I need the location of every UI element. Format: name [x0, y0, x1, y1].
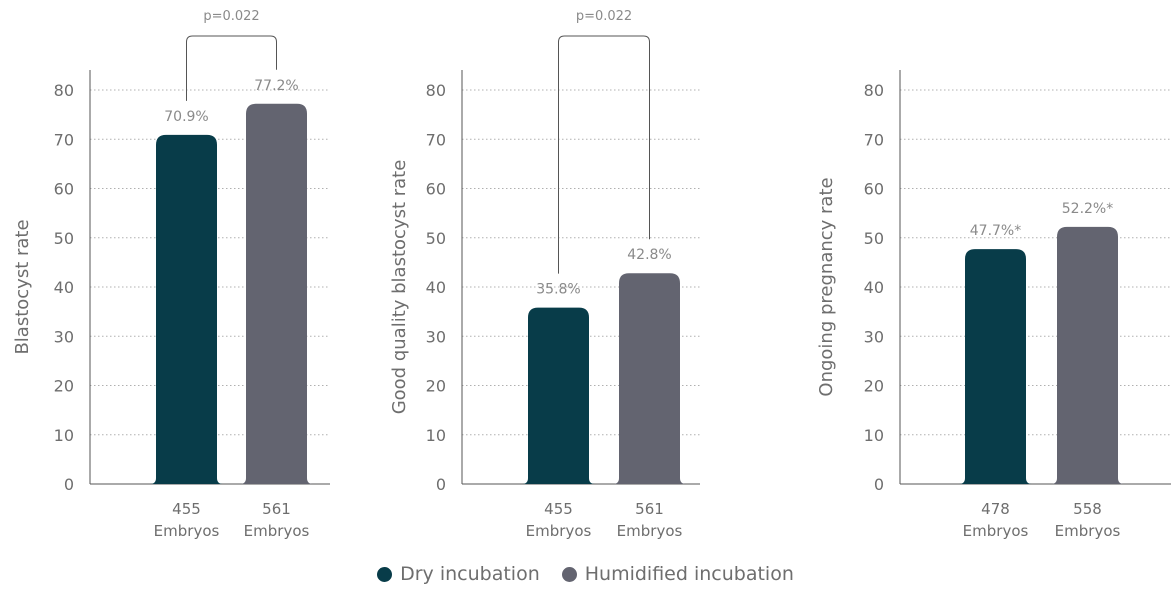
y-axis-label: Good quality blastocyst rate	[389, 160, 410, 415]
data-label: 35.8%	[536, 282, 580, 298]
legend-item-dry: Dry incubation	[377, 563, 540, 585]
y-tick-label: 20	[864, 377, 884, 396]
y-tick-label: 30	[54, 327, 74, 346]
x-tick-label: 558	[1073, 500, 1102, 518]
y-tick-label: 30	[864, 327, 884, 346]
bar	[1051, 226, 1124, 485]
legend-swatch-dry	[377, 566, 393, 582]
bar	[522, 307, 595, 484]
p-value-label: p=0.022	[203, 9, 259, 24]
significance-bracket	[558, 35, 650, 274]
legend-item-humidified: Humidified incubation	[561, 563, 794, 585]
y-tick-label: 60	[864, 180, 884, 199]
x-tick-label-sub: Embryos	[1055, 522, 1121, 540]
x-tick-label: 478	[981, 500, 1010, 518]
y-tick-label: 10	[864, 426, 884, 445]
chart-panel-3: 0 10 20 30 40 50 60 70 80 Ongoing pregnancy rate 4…	[816, 70, 1171, 540]
y-tick-label: 50	[864, 229, 884, 248]
x-tick-label: 455	[544, 500, 573, 518]
y-tick-label: 60	[426, 180, 446, 199]
bar	[240, 103, 313, 484]
y-tick-label: 50	[54, 229, 74, 248]
x-tick-label-sub: Embryos	[154, 522, 220, 540]
data-label: 47.7%*	[970, 223, 1021, 239]
y-tick-label: 30	[426, 327, 446, 346]
significance-bracket	[186, 35, 277, 101]
bar	[959, 249, 1032, 484]
x-tick-label: 455	[172, 500, 201, 518]
y-tick-label: 50	[426, 229, 446, 248]
y-tick-label: 60	[54, 180, 74, 199]
p-value-label: p=0.022	[576, 9, 632, 24]
legend-label-humidified: Humidified incubation	[584, 563, 794, 585]
legend-swatch-humidified	[561, 566, 577, 582]
bar	[613, 273, 686, 484]
y-tick-label: 70	[54, 130, 74, 149]
y-tick-label: 10	[426, 426, 446, 445]
data-label: 42.8%	[627, 247, 671, 263]
x-tick-label-sub: Embryos	[244, 522, 310, 540]
x-tick-label: 561	[635, 500, 664, 518]
data-label: 70.9%	[164, 109, 208, 125]
y-tick-label: 40	[426, 278, 446, 297]
x-tick-label-sub: Embryos	[963, 522, 1029, 540]
y-tick-label: 80	[426, 81, 446, 100]
y-tick-label: 40	[54, 278, 74, 297]
y-tick-label: 10	[54, 426, 74, 445]
x-tick-label-sub: Embryos	[526, 522, 592, 540]
y-axis-label: Blastocyst rate	[12, 219, 33, 354]
y-tick-label: 0	[64, 475, 74, 494]
y-tick-label: 70	[864, 130, 884, 149]
y-tick-label: 80	[864, 81, 884, 100]
legend-label-dry: Dry incubation	[400, 563, 540, 585]
y-tick-label: 80	[54, 81, 74, 100]
bar	[150, 134, 223, 484]
data-label: 52.2%*	[1062, 201, 1113, 217]
x-tick-label-sub: Embryos	[617, 522, 683, 540]
legend: Dry incubation Humidified incubation	[0, 563, 1171, 585]
x-tick-label: 561	[262, 500, 291, 518]
data-label: 77.2%	[254, 78, 298, 94]
chart-panel-2: 0 10 20 30 40 50 60 70 80 Good quality blastocyst…	[389, 9, 700, 540]
y-tick-label: 40	[864, 278, 884, 297]
y-tick-label: 20	[54, 377, 74, 396]
y-axis-label: Ongoing pregnancy rate	[816, 177, 837, 396]
chart-panel-1: 0 10 20 30 40 50 60 70 80 Blastocyst rate 70.9% 455…	[12, 9, 330, 540]
y-tick-label: 70	[426, 130, 446, 149]
y-tick-label: 0	[436, 475, 446, 494]
y-tick-label: 0	[874, 475, 884, 494]
y-tick-label: 20	[426, 377, 446, 396]
